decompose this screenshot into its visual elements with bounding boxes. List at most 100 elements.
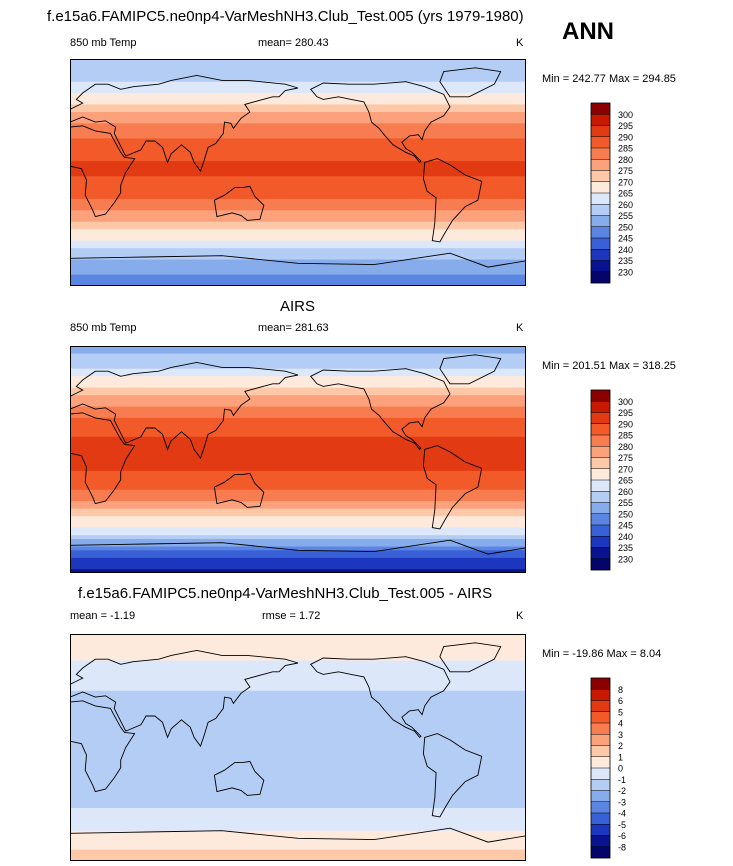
coastline-australia (213, 185, 265, 221)
panel3-rmse-label: rmse = 1.72 (262, 610, 321, 622)
contour-band (70, 368, 526, 373)
colorbar-tick-label: -6 (618, 831, 626, 841)
colorbar-swatch (591, 260, 610, 272)
colorbar-tick-label: -4 (618, 809, 626, 819)
panel1-minmax: Min = 242.77 Max = 294.85 (542, 73, 676, 85)
coastline-south-america (422, 733, 483, 818)
panel2-minmax: Min = 201.51 Max = 318.25 (542, 360, 676, 372)
colorbar-swatch (591, 846, 610, 859)
panel3-mean-label: mean = -1.19 (70, 610, 136, 622)
contour-band (70, 349, 526, 354)
contour-band (70, 830, 526, 835)
colorbar-swatch (591, 525, 610, 537)
contour-band (70, 675, 526, 680)
colorbar-tick-label: 265 (618, 189, 633, 199)
contour-band (70, 274, 526, 279)
colorbar-tick-label: 280 (618, 442, 633, 452)
colorbar-tick-label: 4 (618, 719, 623, 729)
contour-band (70, 728, 526, 733)
contour-band (70, 857, 526, 861)
contour-band (70, 96, 526, 102)
contour-band (70, 214, 526, 219)
contour-band (70, 789, 526, 794)
colorbar-swatch (591, 457, 610, 469)
colorbar-swatch (591, 412, 610, 424)
colorbar-swatch (591, 745, 610, 757)
panel1-variable-label: 850 mb Temp (70, 37, 137, 49)
contour-band (70, 520, 526, 525)
colorbar-swatch (591, 813, 610, 825)
contour-band (70, 561, 526, 566)
colorbar-swatch (591, 824, 610, 836)
contour-band (70, 138, 526, 143)
colorbar-tick-label: 1 (618, 752, 623, 762)
contour-band (70, 649, 526, 654)
contour-band (70, 206, 526, 211)
coastline-eurasia (70, 361, 299, 460)
panel1-map (70, 59, 526, 286)
contour-band (70, 410, 526, 415)
colorbar-tick-label: 270 (618, 177, 633, 187)
contour-band (70, 755, 526, 760)
colorbar-swatch (591, 181, 610, 194)
colorbar-swatch (591, 170, 610, 182)
contour-band (70, 713, 526, 718)
contour-band (70, 142, 526, 147)
contour-band (70, 180, 526, 185)
contour-band (70, 127, 526, 132)
contour-band (70, 191, 526, 196)
colorbar-tick-label: 5 (618, 707, 623, 717)
contour-band (70, 668, 526, 673)
panel2-colorbar: 3002952902852802752702652602552502452402… (590, 389, 633, 571)
map-frame (70, 59, 526, 286)
contour-band (70, 478, 526, 483)
contour-band (70, 134, 526, 139)
contour-band (70, 93, 526, 98)
contour-band (70, 448, 526, 453)
contour-band (70, 233, 526, 238)
colorbar-swatch (591, 159, 610, 171)
colorbar-swatch (591, 226, 610, 239)
contour-band (70, 785, 526, 790)
contour-band (70, 690, 526, 695)
contour-band (70, 527, 526, 532)
colorbar-tick-label: -5 (618, 820, 626, 830)
contour-band (70, 380, 526, 385)
contour-band (70, 263, 526, 268)
colorbar-tick-label: 235 (618, 256, 633, 266)
colorbar-tick-label: 300 (618, 110, 633, 120)
colorbar-swatch (591, 423, 610, 436)
contour-band (70, 762, 526, 767)
contour-band (70, 808, 526, 813)
colorbar-swatch (591, 238, 610, 250)
contour-band (70, 444, 526, 449)
contour-band (70, 516, 526, 521)
panel3-title: f.e15a6.FAMIPC5.ne0np4-VarMeshNH3.Club_T… (78, 585, 493, 602)
colorbar-tick-label: 2 (618, 741, 623, 751)
coastline-australia (213, 472, 265, 508)
colorbar-tick-label: 6 (618, 696, 623, 706)
contour-band (70, 115, 526, 120)
contour-band (70, 637, 526, 642)
contour-band (70, 531, 526, 536)
colorbar-tick-label: 290 (618, 419, 633, 429)
contour-band (70, 751, 526, 756)
contour-band (70, 845, 526, 851)
colorbar-swatch (591, 148, 610, 160)
contour-band (70, 66, 526, 71)
contour-band (70, 823, 526, 828)
colorbar-tick-label: 240 (618, 532, 633, 542)
colorbar-swatch (591, 502, 610, 514)
colorbar-swatch (591, 678, 610, 690)
contour-band (70, 721, 526, 726)
contour-band (70, 210, 526, 215)
colorbar-swatch (591, 435, 610, 447)
contour-band (70, 198, 526, 204)
colorbar-swatch (591, 801, 610, 814)
colorbar-tick-label: 285 (618, 431, 633, 441)
contour-band (70, 440, 526, 445)
contour-band (70, 195, 526, 200)
contour-band (70, 781, 526, 786)
contour-band (70, 398, 526, 404)
